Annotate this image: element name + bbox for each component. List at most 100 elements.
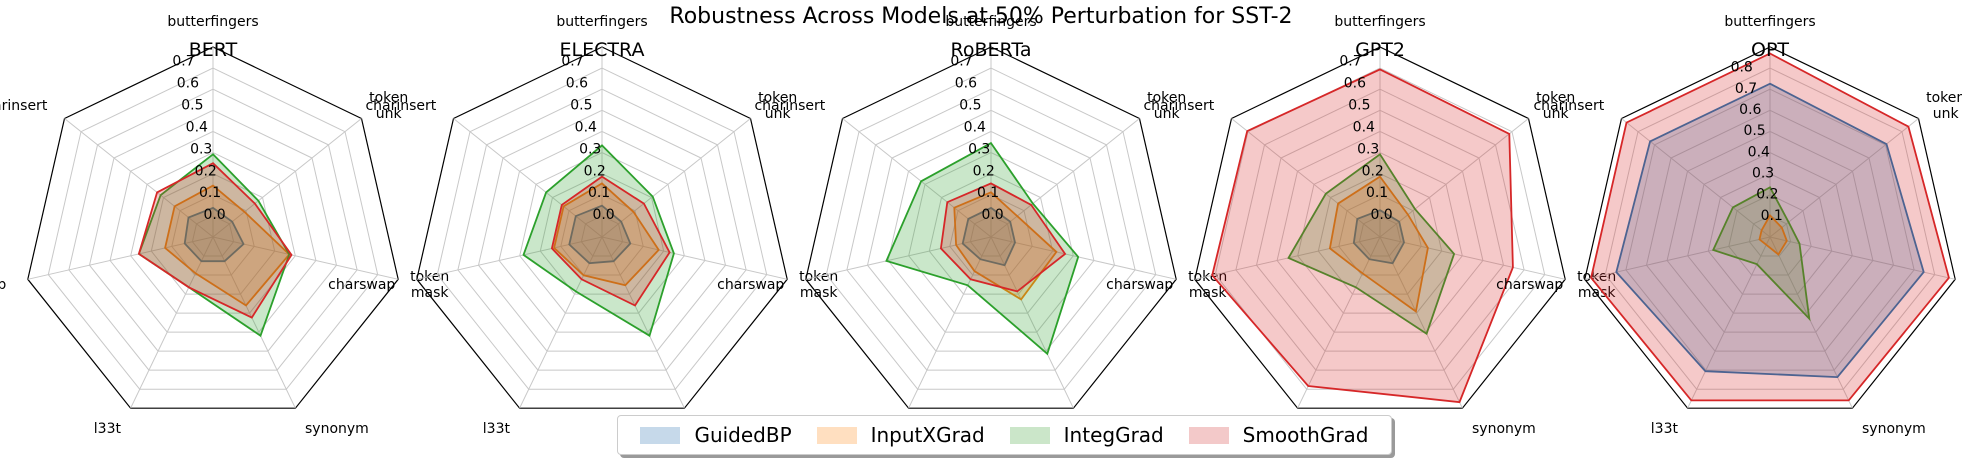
radial-tick-label: 0.4 [964, 120, 986, 136]
legend-item-smoothgrad: SmoothGrad [1188, 423, 1369, 447]
axis-label: charswap [1106, 277, 1173, 293]
grid-ring [949, 194, 1033, 276]
chart-title: ELECTRA [560, 39, 645, 61]
grid-spoke [519, 236, 603, 409]
axis-label: charswap [328, 277, 395, 293]
radial-tick-label: 0.4 [1353, 120, 1375, 136]
radial-tick-label: 0.7 [172, 54, 194, 70]
grid-ring [1584, 46, 1956, 409]
axis-label: charswap [717, 277, 784, 293]
figure-title: Robustness Across Models at 50% Perturba… [669, 4, 1293, 29]
radial-tick-label: 0.6 [566, 76, 588, 92]
axis-label: butterfingers [1334, 14, 1425, 30]
grid-spoke [1769, 236, 1853, 409]
radial-tick-label: 0.5 [181, 98, 203, 114]
grid-spoke [805, 236, 992, 280]
series-smoothgrad [1590, 52, 1950, 402]
grid-ring [539, 173, 665, 295]
grid-ring [88, 109, 338, 352]
grid-ring [519, 152, 685, 314]
radial-tick-label: 0.4 [575, 120, 597, 136]
grid-ring [457, 88, 747, 371]
radial-tick-label: 0.4 [1748, 144, 1770, 160]
legend-swatch [1009, 426, 1050, 444]
grid-spoke [453, 118, 603, 238]
grid-ring [1194, 46, 1566, 409]
grid-ring [1748, 215, 1792, 257]
grid-ring [477, 109, 727, 352]
axis-label: token mask [799, 269, 838, 301]
radial-tick-label: 0.6 [177, 76, 199, 92]
grid-ring [805, 46, 1177, 409]
series-smoothgrad [1211, 68, 1514, 404]
grid-spoke [908, 236, 992, 409]
axis-label: token unk [758, 90, 797, 122]
grid-spoke [990, 118, 1140, 238]
series-guidedbp [183, 206, 245, 263]
grid-ring [846, 88, 1136, 371]
grid-ring [498, 130, 706, 333]
grid-spoke [27, 236, 214, 280]
series-inputxgrad [553, 182, 660, 287]
grid-spoke [1379, 118, 1529, 238]
grid-ring [580, 215, 624, 257]
grid-spoke [416, 236, 603, 280]
grid-ring [1625, 88, 1915, 371]
radial-tick-label: 0.3 [190, 141, 212, 157]
grid-ring [1358, 215, 1402, 257]
grid-ring [1214, 67, 1546, 390]
radial-tick-label: 0.7 [950, 54, 972, 70]
axis-label: token unk [1536, 90, 1575, 122]
legend-item-integgrad: IntegGrad [1009, 423, 1164, 447]
radial-tick-label: 0.1 [588, 185, 610, 201]
grid-ring [969, 215, 1013, 257]
series-smoothgrad [939, 182, 1067, 293]
radial-tick-label: 0.3 [1357, 141, 1379, 157]
axis-label: butterfingers [1724, 14, 1815, 30]
grid-ring [908, 152, 1074, 314]
chart-title: OPT [1751, 39, 1789, 61]
series-inputxgrad [953, 191, 1058, 301]
grid-ring [1728, 194, 1812, 276]
series-guidedbp [961, 206, 1016, 267]
radial-tick-label: 0.3 [968, 141, 990, 157]
grid-ring [1297, 152, 1463, 314]
axis-label: charinsert [1143, 98, 1214, 114]
radial-tick-label: 0.7 [561, 54, 583, 70]
grid-ring [150, 173, 276, 295]
radial-tick-label: 0.5 [570, 98, 592, 114]
radial-tick-label: 0.6 [1739, 102, 1761, 118]
series-integgrad [885, 141, 1080, 356]
axis-label: charinsert [365, 98, 436, 114]
radial-tick-label: 0.6 [1344, 76, 1366, 92]
grid-ring [1235, 88, 1525, 371]
series-guidedbp [568, 204, 632, 265]
grid-spoke [1687, 236, 1771, 409]
grid-ring [1338, 194, 1422, 276]
series-inputxgrad [1758, 213, 1788, 256]
radial-tick-label: 0.1 [977, 185, 999, 201]
radial-tick-label: 0.8 [1731, 60, 1753, 76]
radial-tick-label: 0.4 [186, 120, 208, 136]
chart-title: GPT2 [1355, 39, 1405, 61]
radial-tick-label: 0.2 [1756, 187, 1778, 203]
grid-ring [1687, 152, 1853, 314]
radial-tick-label: 0.0 [1370, 207, 1392, 223]
legend-label: IntegGrad [1063, 423, 1164, 447]
radial-tick-label: 0.0 [981, 207, 1003, 223]
series-smoothgrad [137, 162, 293, 319]
axis-label: butterfingers [167, 14, 258, 30]
grid-spoke [1769, 118, 1919, 238]
grid-ring [436, 67, 768, 390]
axis-label: charswap [0, 277, 6, 293]
grid-ring [1604, 67, 1936, 390]
grid-ring [416, 46, 788, 409]
grid-spoke [601, 118, 751, 238]
radial-tick-label: 0.2 [584, 163, 606, 179]
legend-label: GuidedBP [694, 423, 792, 447]
series-smoothgrad [550, 175, 671, 307]
grid-ring [1666, 130, 1874, 333]
radial-tick-label: 0.3 [579, 141, 601, 157]
grid-spoke [1231, 118, 1381, 238]
